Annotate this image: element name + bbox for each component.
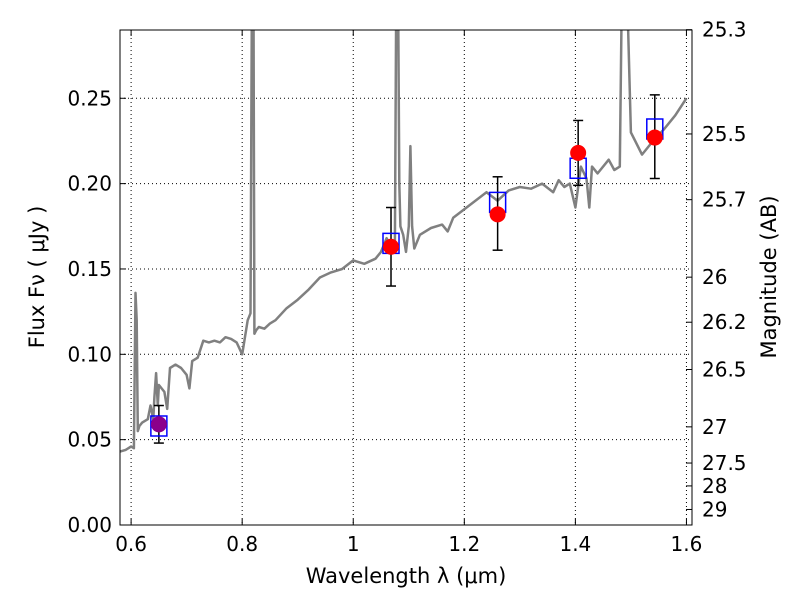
- y2-tick-label: 25.5: [702, 122, 747, 146]
- y2-tick-label: 25.3: [702, 18, 747, 42]
- data-points-layer: [150, 94, 664, 444]
- y2-tick-label: 29: [702, 497, 727, 521]
- x-tick-label: 1.4: [559, 532, 591, 556]
- y2-axis-label: Magnitude (AB): [757, 195, 781, 358]
- y-tick-label: 0.00: [67, 513, 112, 537]
- y2-tick-label: 26.5: [702, 358, 747, 382]
- x-tick-label: 0.6: [115, 532, 147, 556]
- observed-point: [570, 144, 587, 161]
- axis-ticks: [120, 29, 692, 526]
- spectrum-layer: [120, 30, 688, 453]
- y2-tick-label: 26.2: [702, 310, 747, 334]
- x-tick-label: 1: [347, 532, 360, 556]
- y-tick-label: 0.15: [67, 257, 112, 281]
- observed-point: [646, 129, 663, 146]
- y2-tick-label: 27: [702, 415, 727, 439]
- y-tick-label: 0.20: [67, 172, 112, 196]
- model-photometry-box: [150, 415, 168, 437]
- plot-frame: [119, 29, 693, 526]
- observed-point: [489, 206, 506, 223]
- y-tick-label: 0.10: [67, 342, 112, 366]
- y2-tick-label: 27.5: [702, 451, 747, 475]
- x-axis-label: Wavelength λ (μm): [306, 564, 507, 588]
- grid-lines: [120, 30, 692, 526]
- x-tick-label: 1.6: [671, 532, 703, 556]
- y2-tick-label: 25.7: [702, 188, 747, 212]
- x-tick-label: 1.2: [448, 532, 480, 556]
- y-tick-label: 0.05: [67, 428, 112, 452]
- spectrum-line: [120, 30, 688, 453]
- observed-point: [150, 416, 167, 433]
- y-axis-label: Flux Fν ( μJy ): [25, 206, 49, 349]
- y2-tick-label: 28: [702, 474, 727, 498]
- observed-point: [383, 238, 400, 255]
- y2-tick-label: 26: [702, 265, 727, 289]
- tick-labels: 0.6 0.8 1 1.2 1.4 1.6 0.00 0.05 0.10 0.15 0.20 0.25…: [67, 18, 746, 556]
- y-tick-label: 0.25: [67, 86, 112, 110]
- x-tick-label: 0.8: [226, 532, 258, 556]
